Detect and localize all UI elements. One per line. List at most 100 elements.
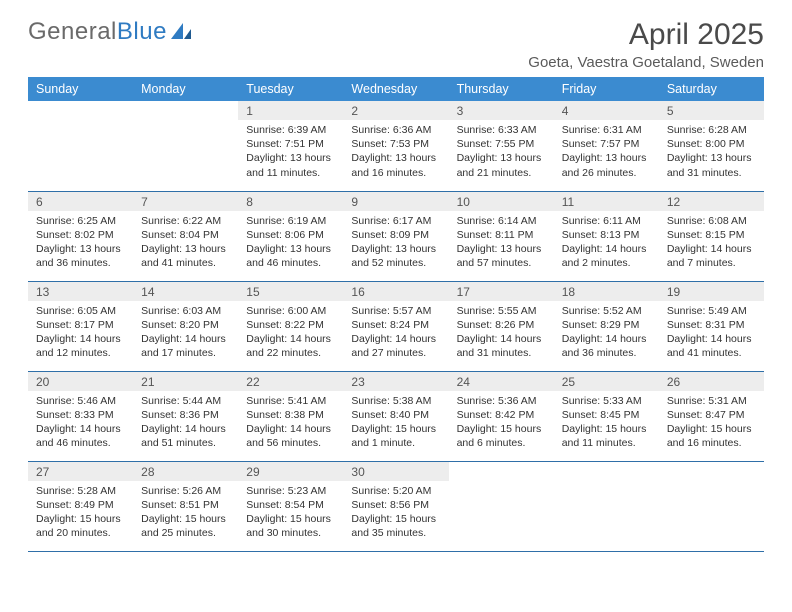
calendar-day-cell: 16Sunrise: 5:57 AMSunset: 8:24 PMDayligh… [343, 281, 448, 371]
day-content: Sunrise: 6:22 AMSunset: 8:04 PMDaylight:… [133, 211, 238, 275]
calendar-day-cell: 2Sunrise: 6:36 AMSunset: 7:53 PMDaylight… [343, 101, 448, 191]
day-number: 15 [238, 282, 343, 301]
day-content: Sunrise: 6:17 AMSunset: 8:09 PMDaylight:… [343, 211, 448, 275]
day-header: Thursday [449, 77, 554, 101]
day-content: Sunrise: 6:11 AMSunset: 8:13 PMDaylight:… [554, 211, 659, 275]
calendar-week-row: 27Sunrise: 5:28 AMSunset: 8:49 PMDayligh… [28, 461, 764, 551]
day-content: Sunrise: 6:05 AMSunset: 8:17 PMDaylight:… [28, 301, 133, 365]
calendar-day-cell: 14Sunrise: 6:03 AMSunset: 8:20 PMDayligh… [133, 281, 238, 371]
calendar-day-cell: 10Sunrise: 6:14 AMSunset: 8:11 PMDayligh… [449, 191, 554, 281]
day-number: 25 [554, 372, 659, 391]
day-number: 4 [554, 101, 659, 120]
calendar-day-cell: 24Sunrise: 5:36 AMSunset: 8:42 PMDayligh… [449, 371, 554, 461]
day-header: Wednesday [343, 77, 448, 101]
day-content: Sunrise: 5:20 AMSunset: 8:56 PMDaylight:… [343, 481, 448, 545]
logo-text-2: Blue [117, 18, 167, 46]
day-number: 30 [343, 462, 448, 481]
calendar-body: ....1Sunrise: 6:39 AMSunset: 7:51 PMDayl… [28, 101, 764, 551]
calendar-day-cell: 25Sunrise: 5:33 AMSunset: 8:45 PMDayligh… [554, 371, 659, 461]
day-number: 5 [659, 101, 764, 120]
calendar-day-cell: 21Sunrise: 5:44 AMSunset: 8:36 PMDayligh… [133, 371, 238, 461]
calendar-page: GeneralBlue April 2025 Goeta, Vaestra Go… [0, 0, 792, 552]
day-content: Sunrise: 5:44 AMSunset: 8:36 PMDaylight:… [133, 391, 238, 455]
day-number: 21 [133, 372, 238, 391]
calendar-week-row: ....1Sunrise: 6:39 AMSunset: 7:51 PMDayl… [28, 101, 764, 191]
day-number: 16 [343, 282, 448, 301]
day-header: Saturday [659, 77, 764, 101]
day-number: 29 [238, 462, 343, 481]
calendar-day-cell: 4Sunrise: 6:31 AMSunset: 7:57 PMDaylight… [554, 101, 659, 191]
day-content: Sunrise: 5:36 AMSunset: 8:42 PMDaylight:… [449, 391, 554, 455]
logo-sail-icon [169, 21, 195, 43]
logo: GeneralBlue [28, 18, 195, 46]
page-header: GeneralBlue April 2025 Goeta, Vaestra Go… [28, 18, 764, 71]
calendar-week-row: 6Sunrise: 6:25 AMSunset: 8:02 PMDaylight… [28, 191, 764, 281]
calendar-day-cell: 20Sunrise: 5:46 AMSunset: 8:33 PMDayligh… [28, 371, 133, 461]
calendar-day-cell: 23Sunrise: 5:38 AMSunset: 8:40 PMDayligh… [343, 371, 448, 461]
calendar-day-cell: 3Sunrise: 6:33 AMSunset: 7:55 PMDaylight… [449, 101, 554, 191]
calendar-day-cell: 28Sunrise: 5:26 AMSunset: 8:51 PMDayligh… [133, 461, 238, 551]
calendar-day-cell: 27Sunrise: 5:28 AMSunset: 8:49 PMDayligh… [28, 461, 133, 551]
day-content: Sunrise: 6:39 AMSunset: 7:51 PMDaylight:… [238, 120, 343, 184]
calendar-header-row: SundayMondayTuesdayWednesdayThursdayFrid… [28, 77, 764, 101]
day-number: 12 [659, 192, 764, 211]
day-number: 2 [343, 101, 448, 120]
day-number: 11 [554, 192, 659, 211]
calendar-day-cell: 8Sunrise: 6:19 AMSunset: 8:06 PMDaylight… [238, 191, 343, 281]
day-number: 1 [238, 101, 343, 120]
day-content: Sunrise: 5:23 AMSunset: 8:54 PMDaylight:… [238, 481, 343, 545]
calendar-table: SundayMondayTuesdayWednesdayThursdayFrid… [28, 77, 764, 552]
calendar-day-cell: 17Sunrise: 5:55 AMSunset: 8:26 PMDayligh… [449, 281, 554, 371]
day-number: 23 [343, 372, 448, 391]
day-number: 28 [133, 462, 238, 481]
day-header: Tuesday [238, 77, 343, 101]
month-title: April 2025 [528, 18, 764, 52]
day-content: Sunrise: 6:36 AMSunset: 7:53 PMDaylight:… [343, 120, 448, 184]
calendar-day-cell: 30Sunrise: 5:20 AMSunset: 8:56 PMDayligh… [343, 461, 448, 551]
calendar-day-cell: 12Sunrise: 6:08 AMSunset: 8:15 PMDayligh… [659, 191, 764, 281]
calendar-day-cell: .. [659, 461, 764, 551]
day-content: Sunrise: 5:49 AMSunset: 8:31 PMDaylight:… [659, 301, 764, 365]
calendar-day-cell: 29Sunrise: 5:23 AMSunset: 8:54 PMDayligh… [238, 461, 343, 551]
day-content: Sunrise: 5:31 AMSunset: 8:47 PMDaylight:… [659, 391, 764, 455]
day-content: Sunrise: 6:25 AMSunset: 8:02 PMDaylight:… [28, 211, 133, 275]
day-content: Sunrise: 6:03 AMSunset: 8:20 PMDaylight:… [133, 301, 238, 365]
day-number: 24 [449, 372, 554, 391]
calendar-day-cell: .. [28, 101, 133, 191]
calendar-day-cell: 11Sunrise: 6:11 AMSunset: 8:13 PMDayligh… [554, 191, 659, 281]
day-content: Sunrise: 6:28 AMSunset: 8:00 PMDaylight:… [659, 120, 764, 184]
day-content: Sunrise: 5:28 AMSunset: 8:49 PMDaylight:… [28, 481, 133, 545]
day-number: 17 [449, 282, 554, 301]
calendar-week-row: 20Sunrise: 5:46 AMSunset: 8:33 PMDayligh… [28, 371, 764, 461]
day-content: Sunrise: 6:00 AMSunset: 8:22 PMDaylight:… [238, 301, 343, 365]
day-number: 9 [343, 192, 448, 211]
day-content: Sunrise: 5:55 AMSunset: 8:26 PMDaylight:… [449, 301, 554, 365]
day-content: Sunrise: 6:33 AMSunset: 7:55 PMDaylight:… [449, 120, 554, 184]
calendar-day-cell: 22Sunrise: 5:41 AMSunset: 8:38 PMDayligh… [238, 371, 343, 461]
day-number: 20 [28, 372, 133, 391]
day-number: 8 [238, 192, 343, 211]
calendar-day-cell: 9Sunrise: 6:17 AMSunset: 8:09 PMDaylight… [343, 191, 448, 281]
day-number: 13 [28, 282, 133, 301]
calendar-day-cell: .. [133, 101, 238, 191]
day-number: 7 [133, 192, 238, 211]
day-header: Monday [133, 77, 238, 101]
calendar-day-cell: 15Sunrise: 6:00 AMSunset: 8:22 PMDayligh… [238, 281, 343, 371]
day-content: Sunrise: 6:14 AMSunset: 8:11 PMDaylight:… [449, 211, 554, 275]
day-number: 14 [133, 282, 238, 301]
day-number: 10 [449, 192, 554, 211]
day-content: Sunrise: 6:08 AMSunset: 8:15 PMDaylight:… [659, 211, 764, 275]
day-number: 26 [659, 372, 764, 391]
day-number: 27 [28, 462, 133, 481]
day-content: Sunrise: 5:57 AMSunset: 8:24 PMDaylight:… [343, 301, 448, 365]
calendar-day-cell: .. [554, 461, 659, 551]
calendar-day-cell: 7Sunrise: 6:22 AMSunset: 8:04 PMDaylight… [133, 191, 238, 281]
logo-text-1: General [28, 18, 117, 46]
location-text: Goeta, Vaestra Goetaland, Sweden [528, 54, 764, 71]
calendar-day-cell: 26Sunrise: 5:31 AMSunset: 8:47 PMDayligh… [659, 371, 764, 461]
day-header: Sunday [28, 77, 133, 101]
day-content: Sunrise: 5:46 AMSunset: 8:33 PMDaylight:… [28, 391, 133, 455]
calendar-day-cell: 5Sunrise: 6:28 AMSunset: 8:00 PMDaylight… [659, 101, 764, 191]
calendar-day-cell: .. [449, 461, 554, 551]
day-content: Sunrise: 5:33 AMSunset: 8:45 PMDaylight:… [554, 391, 659, 455]
